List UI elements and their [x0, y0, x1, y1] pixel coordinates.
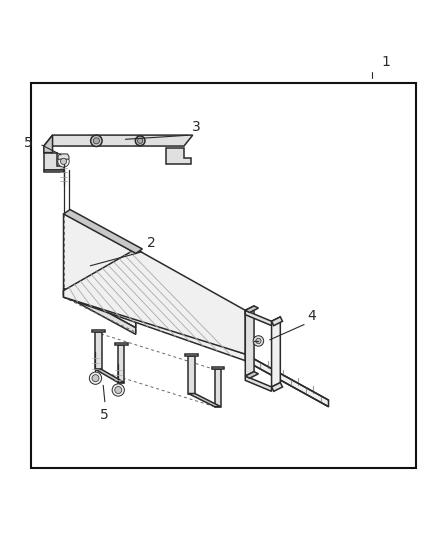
Polygon shape: [95, 332, 102, 369]
Polygon shape: [245, 376, 272, 391]
Circle shape: [60, 158, 67, 165]
Text: 4: 4: [307, 309, 316, 322]
Polygon shape: [44, 135, 53, 152]
Text: 3: 3: [192, 120, 201, 134]
Text: 5: 5: [100, 408, 109, 422]
Text: 2: 2: [147, 236, 155, 250]
Polygon shape: [245, 372, 258, 378]
Circle shape: [112, 384, 124, 396]
Bar: [31, 83, 416, 468]
Polygon shape: [245, 306, 254, 376]
Polygon shape: [185, 354, 198, 356]
Circle shape: [93, 138, 99, 144]
Polygon shape: [64, 209, 142, 253]
Polygon shape: [215, 369, 221, 407]
Text: 1: 1: [381, 54, 390, 69]
Polygon shape: [188, 356, 195, 393]
Circle shape: [89, 372, 102, 384]
Polygon shape: [115, 343, 128, 345]
Polygon shape: [166, 148, 191, 164]
Circle shape: [138, 138, 143, 143]
Circle shape: [115, 386, 122, 393]
Polygon shape: [212, 367, 224, 369]
Polygon shape: [44, 135, 193, 146]
Polygon shape: [188, 393, 221, 407]
Polygon shape: [245, 310, 272, 326]
Polygon shape: [272, 317, 283, 326]
Polygon shape: [64, 290, 245, 361]
Circle shape: [253, 336, 264, 346]
Polygon shape: [245, 354, 328, 407]
Polygon shape: [44, 152, 64, 170]
Polygon shape: [92, 330, 105, 332]
Circle shape: [91, 135, 102, 147]
Text: 5: 5: [24, 136, 33, 150]
Circle shape: [92, 375, 99, 382]
Polygon shape: [64, 288, 136, 334]
Circle shape: [58, 156, 69, 167]
Polygon shape: [272, 383, 283, 391]
Polygon shape: [64, 214, 136, 328]
Circle shape: [256, 338, 261, 344]
Polygon shape: [272, 317, 280, 387]
Polygon shape: [44, 170, 64, 172]
Circle shape: [135, 136, 145, 146]
Polygon shape: [245, 306, 258, 312]
Polygon shape: [64, 249, 245, 354]
Polygon shape: [118, 345, 124, 383]
Polygon shape: [95, 369, 124, 383]
Polygon shape: [58, 154, 69, 159]
